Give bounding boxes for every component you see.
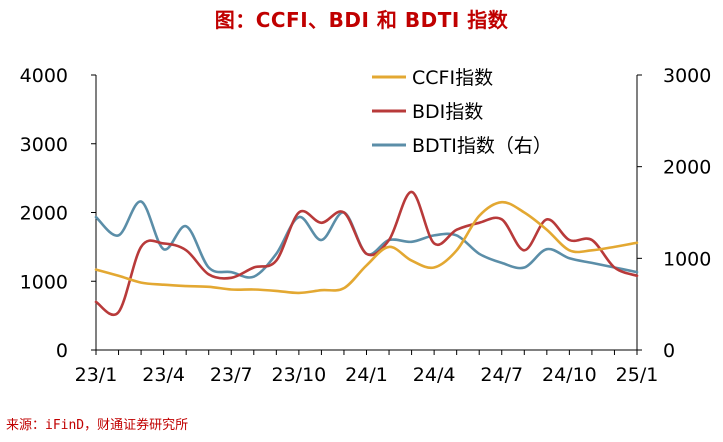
x-tick-label: 24/10 [542,364,597,386]
y-tick-label-left: 0 [56,340,68,362]
chart-legend: CCFI指数 BDI指数 BDTI指数（右） [372,67,552,157]
series-line-1 [94,190,639,317]
x-tick-label: 25/1 [616,364,659,386]
x-tick-label: 23/1 [75,364,118,386]
y-tick-label-left: 2000 [20,203,68,225]
x-tick-label: 24/7 [480,364,523,386]
x-tick-label: 24/1 [345,364,388,386]
y-tick-label-right: 3000 [663,65,711,87]
legend-label: BDI指数 [412,101,483,123]
y-tick-label-left: 4000 [20,65,68,87]
legend-label: CCFI指数 [412,67,493,89]
y-tick-label-right: 0 [663,340,675,362]
chart-title: 图：CCFI、BDI 和 BDTI 指数 [214,8,509,32]
x-tick-label: 23/4 [142,364,185,386]
y-tick-label-right: 2000 [663,157,711,179]
x-tick-label: 23/10 [271,364,326,386]
y-tick-label-left: 3000 [20,134,68,156]
x-tick-label: 24/4 [413,364,456,386]
chart-series [94,190,639,317]
x-tick-label: 23/7 [210,364,253,386]
y-tick-label-left: 1000 [20,271,68,293]
y-tick-label-right: 1000 [663,248,711,270]
series-line-0 [94,200,639,295]
legend-label: BDTI指数（右） [412,135,552,157]
source-note: 来源：iFinD，财通证券研究所 [6,418,189,433]
chart-axes: 0 1000 2000 3000 4000 0 1000 2000 3000 23/1 23/4 23… [20,65,712,386]
